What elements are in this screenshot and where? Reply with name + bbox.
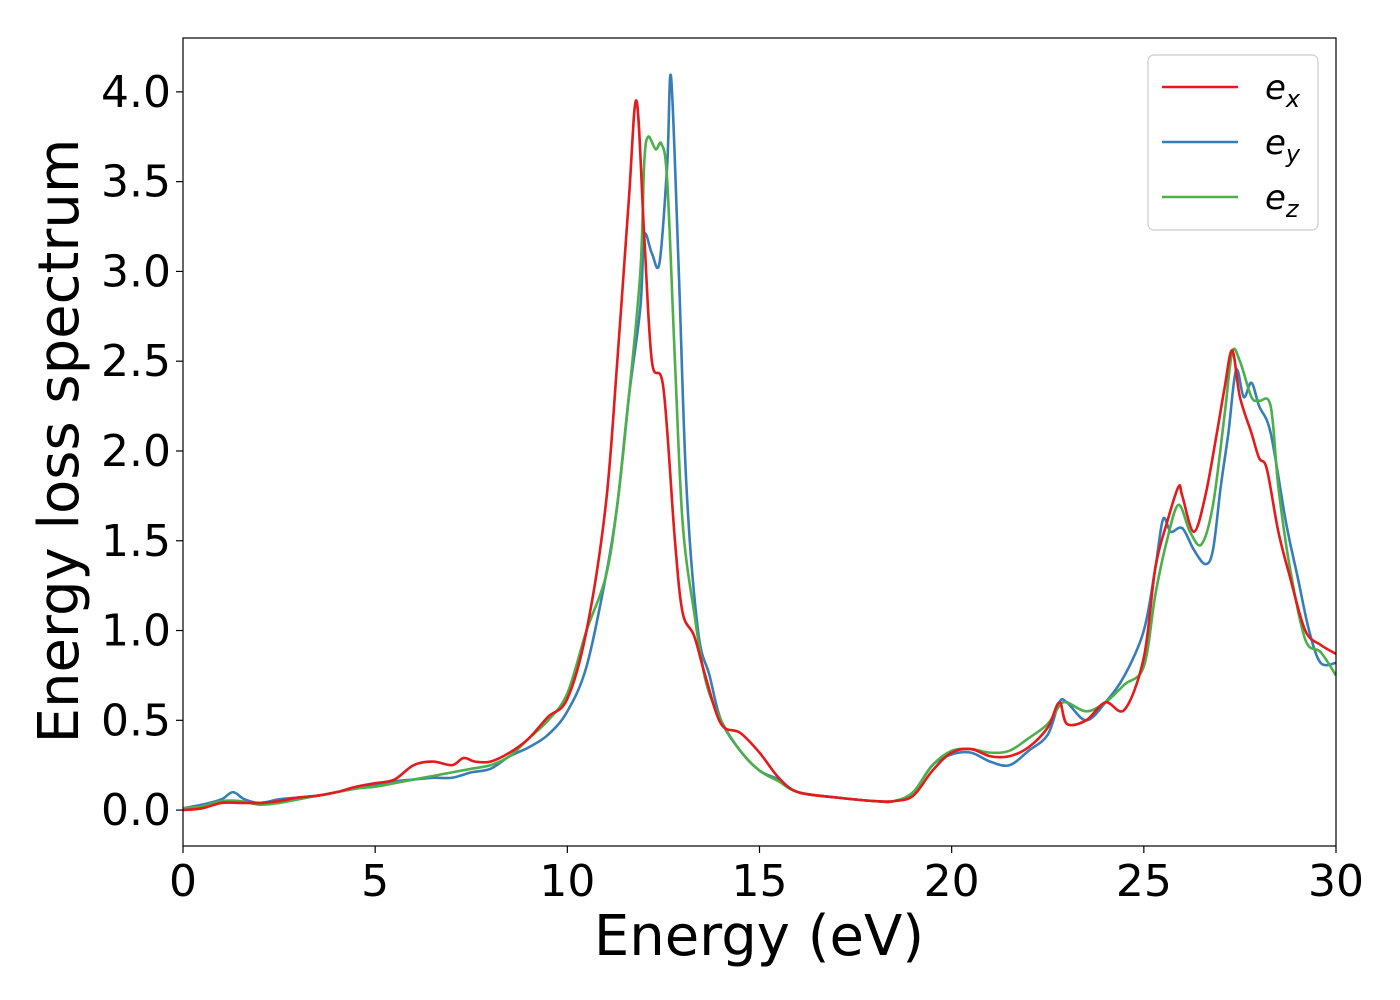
legend-label-x: ex [1265,68,1301,113]
legend-label-z: ez [1265,178,1300,223]
series-line-e-x [183,99,1336,812]
y-tick-label: 0.0 [101,785,171,836]
series-line-e-z [183,135,1336,810]
x-tick-label: 15 [732,856,788,907]
x-tick-label: 30 [1308,856,1364,907]
y-tick-label: 1.0 [101,606,171,657]
y-tick-label: 0.5 [101,695,171,746]
y-tick-label: 1.5 [101,516,171,567]
legend-label-y: ey [1265,123,1301,168]
x-tick-label: 25 [1116,856,1172,907]
y-tick-label: 4.0 [101,67,171,118]
y-tick-label: 3.5 [101,157,171,208]
x-tick-label: 20 [924,856,980,907]
y-tick-label: 2.0 [101,426,171,477]
x-tick-label: 10 [539,856,595,907]
x-tick-label: 0 [169,856,197,907]
y-tick-label: 2.5 [101,336,171,387]
y-tick-label: 3.0 [101,246,171,297]
x-tick-label: 5 [361,856,389,907]
x-axis-label: Energy (eV) [594,904,924,969]
y-axis-label: Energy loss spectrum [27,139,92,744]
